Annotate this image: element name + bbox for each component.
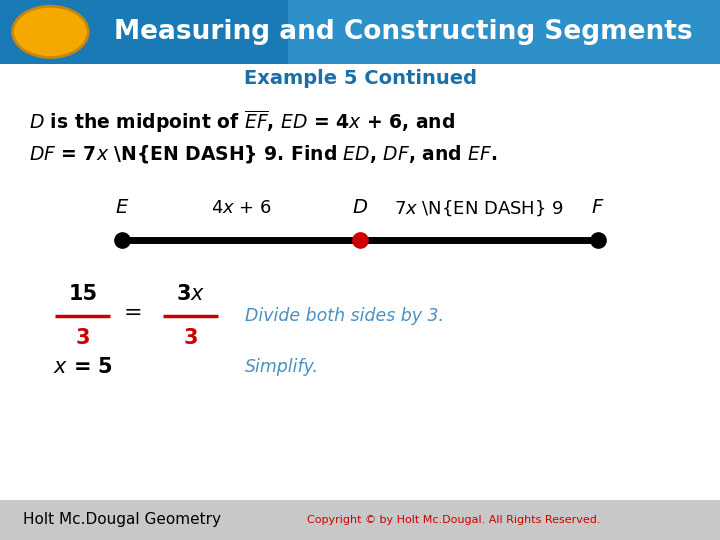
Text: 4$\mathit{x}$ + 6: 4$\mathit{x}$ + 6	[211, 199, 271, 217]
FancyBboxPatch shape	[0, 500, 720, 540]
Text: $\mathit{E}$: $\mathit{E}$	[115, 198, 130, 218]
FancyBboxPatch shape	[0, 64, 720, 500]
Text: 7$\mathit{x}$ \N{EN DASH} 9: 7$\mathit{x}$ \N{EN DASH} 9	[394, 198, 564, 218]
Text: 15: 15	[68, 284, 97, 305]
Text: 3: 3	[184, 327, 198, 348]
Text: Holt Mc.Dougal Geometry: Holt Mc.Dougal Geometry	[24, 512, 222, 527]
FancyBboxPatch shape	[0, 0, 720, 64]
Text: 3: 3	[76, 327, 90, 348]
Text: $\mathit{x}$ = 5: $\mathit{x}$ = 5	[53, 357, 113, 377]
Text: Copyright © by Holt Mc.Dougal. All Rights Reserved.: Copyright © by Holt Mc.Dougal. All Right…	[307, 515, 600, 525]
Text: $\mathit{F}$: $\mathit{F}$	[591, 198, 604, 218]
Text: Example 5 Continued: Example 5 Continued	[243, 69, 477, 88]
Text: Measuring and Constructing Segments: Measuring and Constructing Segments	[114, 19, 693, 45]
Text: Divide both sides by 3.: Divide both sides by 3.	[245, 307, 444, 325]
Text: $\mathit{D}$ is the midpoint of $\overline{EF}$, $\mathit{ED}$ = 4$\mathit{x}$ +: $\mathit{D}$ is the midpoint of $\overli…	[29, 108, 455, 135]
Text: 3$\mathit{x}$: 3$\mathit{x}$	[176, 284, 205, 305]
Text: $\mathit{D}$: $\mathit{D}$	[352, 198, 368, 218]
Text: Simplify.: Simplify.	[245, 358, 319, 376]
Text: $\mathit{DF}$ = 7$\mathit{x}$ \N{EN DASH} 9. Find $\mathit{ED}$, $\mathit{DF}$, : $\mathit{DF}$ = 7$\mathit{x}$ \N{EN DASH…	[29, 143, 498, 165]
Text: =: =	[124, 303, 143, 323]
FancyBboxPatch shape	[288, 0, 720, 64]
Ellipse shape	[13, 6, 89, 57]
